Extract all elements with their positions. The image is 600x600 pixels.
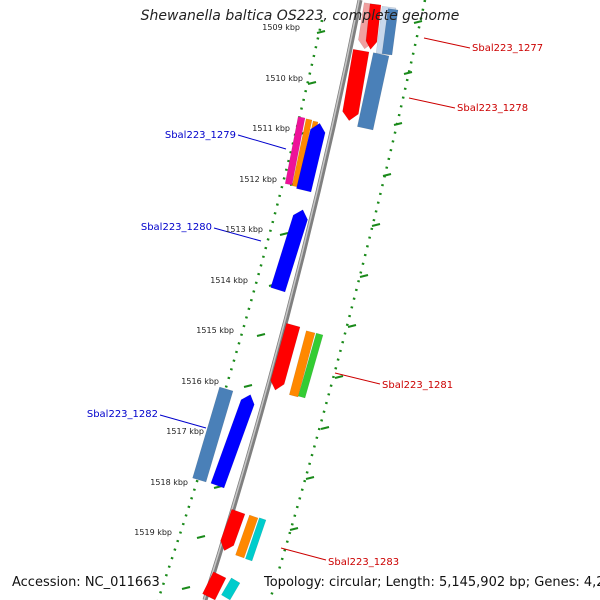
gene-label[interactable]: Sbal223_1278 xyxy=(457,103,528,114)
gene-block-1278-b[interactable] xyxy=(357,52,390,131)
gene-block-extra-b[interactable] xyxy=(221,577,241,600)
kbp-label: 1517 kbp xyxy=(166,427,204,436)
gene-leader-line xyxy=(159,414,207,429)
gene-block-1281-b[interactable] xyxy=(288,330,316,398)
gene-label[interactable]: Sbal223_1280 xyxy=(141,222,212,233)
gene-block-1282-b[interactable] xyxy=(210,394,255,489)
topology-text: Topology: circular; Length: 5,145,902 bp… xyxy=(262,575,600,590)
genome-backbone-highlight xyxy=(203,0,360,600)
gene-leader-line xyxy=(280,547,327,561)
gene-labels: Sbal223_1277 Sbal223_1278 Sbal223_1279 Sbal… xyxy=(87,37,543,568)
kbp-label: 1512 kbp xyxy=(239,175,277,184)
gene-block-extra-a[interactable] xyxy=(202,571,227,600)
gene-block-1281-a[interactable] xyxy=(270,322,301,391)
gene-label[interactable]: Sbal223_1281 xyxy=(382,380,453,391)
gene-label[interactable]: Sbal223_1279 xyxy=(165,130,236,141)
gene-label[interactable]: Sbal223_1282 xyxy=(87,409,158,420)
gene-block-1280[interactable] xyxy=(270,209,308,293)
tick-mark xyxy=(347,324,357,328)
tick-mark xyxy=(316,30,326,34)
gene-block-1279-a[interactable] xyxy=(284,116,306,186)
gene-block-1283-b[interactable] xyxy=(235,514,259,559)
gene-leader-line xyxy=(237,134,287,150)
genome-backbone xyxy=(202,0,363,600)
tick-mark xyxy=(307,81,317,85)
tick-mark xyxy=(371,223,381,227)
tick-mark xyxy=(413,20,423,24)
tick-mark xyxy=(305,476,315,480)
tick-mark xyxy=(289,527,299,531)
gene-features xyxy=(192,2,399,600)
accession-text: Accession: NC_011663 xyxy=(10,575,162,590)
kbp-label: 1515 kbp xyxy=(196,326,234,335)
tick-mark xyxy=(359,274,369,278)
gene-block-1278-a[interactable] xyxy=(342,49,370,121)
gene-block-1277-d[interactable] xyxy=(381,8,399,56)
tick-mark xyxy=(320,426,330,430)
kbp-label: 1509 kbp xyxy=(262,23,300,32)
gene-leader-line xyxy=(408,97,456,109)
tick-mark xyxy=(279,232,289,236)
right-tick-track xyxy=(268,0,427,600)
gene-label[interactable]: Sbal223_1277 xyxy=(472,43,543,54)
kbp-label: 1514 kbp xyxy=(210,276,248,285)
tick-mark xyxy=(334,375,344,379)
kbp-label: 1516 kbp xyxy=(181,377,219,386)
kbp-label: 1513 kbp xyxy=(225,225,263,234)
gene-leader-line xyxy=(213,227,262,242)
gene-block-1281-c[interactable] xyxy=(297,332,324,399)
kbp-label: 1510 kbp xyxy=(265,74,303,83)
kbp-label: 1511 kbp xyxy=(252,124,290,133)
tick-mark xyxy=(382,173,392,177)
kbp-label: 1519 kbp xyxy=(134,528,172,537)
gene-block-1277-b[interactable] xyxy=(365,3,382,50)
gene-leader-line xyxy=(423,37,471,49)
gene-label[interactable]: Sbal223_1283 xyxy=(328,557,399,568)
tick-mark xyxy=(256,333,266,337)
tick-mark xyxy=(181,586,191,590)
kbp-labels: 1509 kbp 1510 kbp 1511 kbp 1512 kbp 1513 kbp… xyxy=(134,23,303,537)
gene-block-1283-a[interactable] xyxy=(220,508,246,551)
gene-block-1282-a[interactable] xyxy=(192,386,234,483)
tick-mark xyxy=(393,122,403,126)
gene-block-1279-d[interactable] xyxy=(296,122,326,193)
tick-mark xyxy=(243,384,253,388)
map-title: Shewanella baltica OS223, complete genom… xyxy=(140,8,460,24)
tick-marks xyxy=(181,20,423,590)
tick-mark xyxy=(196,535,206,539)
gene-block-1283-c[interactable] xyxy=(245,517,267,562)
tick-mark xyxy=(403,71,413,75)
gene-leader-line xyxy=(334,372,381,385)
kbp-label: 1518 kbp xyxy=(150,478,188,487)
